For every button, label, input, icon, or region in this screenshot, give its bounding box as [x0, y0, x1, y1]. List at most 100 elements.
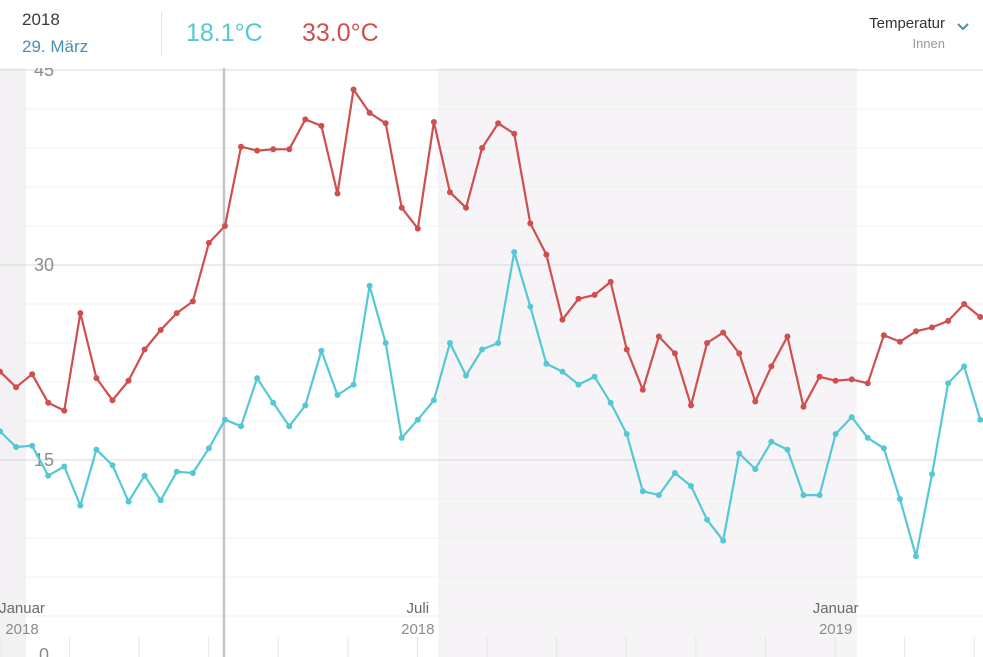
max-temperature-point: [607, 278, 614, 285]
max-temperature-point: [254, 147, 261, 154]
max-temperature-point: [945, 317, 952, 324]
min-temperature-point: [832, 431, 839, 437]
x-year-label: 2018: [401, 621, 434, 638]
x-month-label: Januar: [0, 600, 45, 617]
max-temperature-point: [880, 332, 887, 339]
max-temperature-point: [736, 350, 743, 357]
min-temperature-point: [816, 492, 823, 499]
min-temperature-point: [61, 463, 68, 470]
min-temperature-point: [575, 381, 582, 388]
max-temperature-point: [286, 146, 293, 153]
max-temperature-point: [912, 328, 919, 335]
min-temperature-point: [768, 438, 775, 445]
min-temperature-point: [945, 380, 952, 387]
min-temperature-point: [270, 399, 277, 406]
max-temperature-point: [800, 403, 807, 410]
min-temperature-point: [205, 445, 212, 452]
min-temperature-point: [286, 423, 293, 430]
max-temperature-point: [29, 371, 36, 378]
min-temperature-point: [366, 282, 373, 289]
min-temperature-point: [463, 372, 470, 379]
min-temperature-point: [141, 472, 148, 479]
max-temperature-point: [382, 120, 389, 127]
max-temperature-point: [270, 146, 277, 153]
y-tick-label: 15: [34, 450, 54, 470]
min-temperature-point: [221, 416, 228, 423]
max-temperature-point: [238, 143, 245, 150]
max-temperature-point: [350, 86, 357, 93]
min-temperature-point: [880, 445, 887, 452]
min-temperature-point: [93, 446, 100, 453]
background-band: [857, 68, 983, 657]
max-temperature-point: [221, 223, 228, 229]
min-temperature-point: [0, 428, 3, 435]
max-temperature-point: [977, 314, 983, 320]
min-temperature-point: [559, 368, 566, 375]
x-month-label: Januar: [813, 600, 859, 617]
y-tick-label: 0: [39, 645, 49, 657]
min-temperature-point: [511, 249, 518, 255]
min-temperature-point: [929, 471, 936, 478]
max-temperature-point: [61, 407, 68, 414]
min-temperature-point: [350, 381, 357, 388]
min-temperature-point: [430, 397, 437, 404]
min-temperature-point: [495, 340, 502, 346]
max-temperature-point: [446, 189, 453, 196]
min-temperature-point: [607, 399, 614, 406]
min-temperature-point: [189, 470, 196, 476]
min-temperature-point: [720, 537, 727, 544]
temperature-chart[interactable]: 0 15 30 45 Januar 2018 Juli 2018 Januar 2019: [0, 68, 983, 657]
min-temperature-point: [961, 363, 968, 370]
min-temperature-point: [334, 392, 341, 398]
max-temperature-point: [591, 291, 598, 298]
max-temperature-point: [141, 346, 148, 353]
min-temperature-point: [688, 483, 695, 489]
header-divider: [161, 12, 162, 56]
x-year-label: 2018: [5, 621, 38, 638]
max-temperature-point: [334, 190, 341, 197]
max-temperature-point: [623, 346, 630, 353]
max-temperature-point: [575, 295, 582, 302]
min-temperature-point: [527, 303, 534, 310]
max-temperature-point: [768, 363, 775, 370]
min-temperature-point: [848, 414, 855, 421]
min-temperature-point: [318, 347, 325, 354]
max-temperature-point: [832, 377, 839, 384]
min-temperature-point: [704, 516, 711, 523]
min-temperature-point: [157, 497, 164, 504]
max-temperature-point: [157, 327, 164, 333]
max-temperature-point: [479, 145, 486, 151]
min-temperature-point: [77, 502, 84, 509]
min-temperature-point: [736, 450, 743, 457]
max-temperature-point: [463, 204, 470, 211]
y-tick-label: 30: [34, 255, 54, 275]
background-band: [26, 68, 438, 657]
max-temperature-point: [896, 338, 903, 345]
max-temperature-point: [93, 375, 100, 382]
min-temperature-point: [414, 416, 421, 423]
max-temperature-point: [77, 310, 84, 317]
max-temperature-point: [45, 399, 52, 406]
min-temperature-point: [302, 402, 309, 409]
max-temperature-point: [318, 122, 325, 129]
background-band: [438, 68, 857, 657]
max-temperature-point: [720, 329, 727, 336]
min-temperature-point: [977, 416, 983, 423]
max-temperature-point: [543, 251, 550, 258]
min-temperature-point: [173, 468, 180, 475]
sensor-selector[interactable]: Temperatur Innen: [869, 15, 969, 51]
max-temperature-point: [173, 310, 180, 317]
max-temperature-point: [0, 368, 3, 375]
x-month-label: Juli: [407, 600, 430, 617]
min-temperature-point: [912, 553, 919, 560]
max-temperature-point: [205, 239, 212, 246]
min-temperature-point: [655, 492, 662, 499]
max-temperature-point: [848, 376, 855, 383]
min-temperature-point: [479, 346, 486, 353]
max-temperature-point: [125, 377, 132, 384]
min-temperature-point: [543, 360, 550, 367]
max-temperature-point: [704, 340, 711, 346]
max-temperature-point: [784, 333, 791, 340]
max-temperature-point: [688, 402, 695, 409]
min-temperature-point: [639, 488, 646, 495]
